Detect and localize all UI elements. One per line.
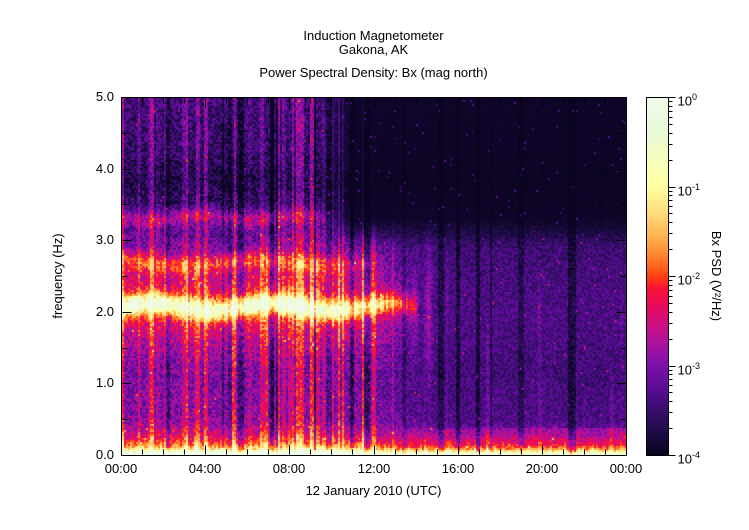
colorbar-gradient [647, 98, 668, 455]
colorbar-tick-label: 10-3 [677, 360, 700, 377]
x-tick-label: 04:00 [188, 461, 222, 476]
colorbar-tick-label: 10-4 [677, 449, 700, 466]
chart-title-quantity: Power Spectral Density: Bx (mag north) [259, 65, 488, 80]
y-tick-label: 1.0 [95, 375, 114, 390]
y-tick-label: 4.0 [95, 161, 114, 176]
y-tick-label: 5.0 [95, 89, 114, 104]
chart-title-station: Gakona, AK [338, 42, 409, 57]
x-axis-title: 12 January 2010 (UTC) [305, 483, 442, 498]
y-tick-label: 2.0 [95, 304, 114, 319]
colorbar-title: Bx PSD (V²/Hz) [709, 230, 724, 322]
y-tick-label: 3.0 [95, 232, 114, 247]
y-axis-title: frequency (Hz) [50, 233, 65, 319]
x-tick-label: 20:00 [525, 461, 559, 476]
x-tick-label: 08:00 [272, 461, 306, 476]
x-tick-label: 16:00 [441, 461, 475, 476]
chart-title-instrument: Induction Magnetometer [303, 28, 444, 43]
spectrogram-canvas [122, 98, 626, 455]
colorbar-tick-label: 10-2 [677, 270, 700, 287]
colorbar-tick-label: 10-1 [677, 181, 700, 198]
colorbar-tick-label: 100 [677, 91, 697, 108]
x-tick-label: 12:00 [357, 461, 391, 476]
y-tick-label: 0.0 [95, 447, 114, 462]
x-tick-label: 00:00 [104, 461, 138, 476]
x-tick-label: 00:00 [609, 461, 643, 476]
